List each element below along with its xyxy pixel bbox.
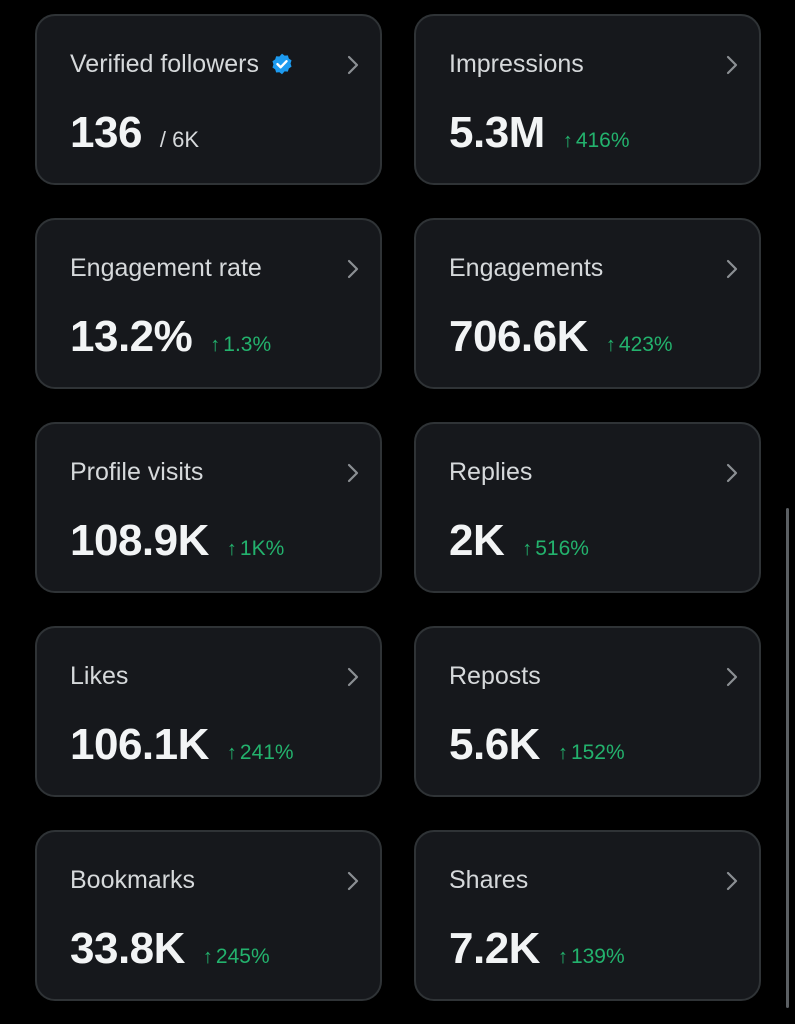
metric-change: ↑ 139% <box>558 945 625 969</box>
metric-value: 5.3M <box>449 108 545 157</box>
metric-card-reposts[interactable]: Reposts 5.6K ↑ 152% <box>414 626 761 797</box>
metric-value: 7.2K <box>449 924 540 973</box>
metric-card-shares[interactable]: Shares 7.2K ↑ 139% <box>414 830 761 1001</box>
metric-card-engagement-rate[interactable]: Engagement rate 13.2% ↑ 1.3% <box>35 218 382 389</box>
chevron-right-icon <box>726 55 738 75</box>
metric-change-value: 152% <box>570 741 625 764</box>
metric-change-value: 516% <box>535 537 589 560</box>
metric-change: ↑ 245% <box>203 945 270 969</box>
metric-card-replies[interactable]: Replies 2K ↑ 516% <box>414 422 761 593</box>
metric-label: Likes <box>70 662 129 690</box>
metric-change: ↑ 152% <box>558 741 625 765</box>
metric-value: 13.2% <box>70 312 193 361</box>
metric-change: ↑ 423% <box>606 333 673 357</box>
metric-title: Reposts <box>449 662 541 691</box>
metric-value: 2K <box>449 516 505 565</box>
chevron-right-icon <box>726 667 738 687</box>
metric-card-impressions[interactable]: Impressions 5.3M ↑ 416% <box>414 14 761 185</box>
metric-label: Engagement rate <box>70 254 262 282</box>
scrollbar-thumb[interactable] <box>786 508 789 1008</box>
chevron-right-icon <box>347 55 359 75</box>
metric-title: Verified followers <box>70 50 295 79</box>
metric-title: Impressions <box>449 50 584 79</box>
metric-change: ↑ 416% <box>563 129 630 153</box>
metric-value-row: 108.9K ↑ 1K% <box>70 516 284 566</box>
arrow-up-icon: ↑ <box>210 334 221 356</box>
metric-card-profile-visits[interactable]: Profile visits 108.9K ↑ 1K% <box>35 422 382 593</box>
metric-label: Verified followers <box>70 50 259 78</box>
metric-change-value: 1.3% <box>223 333 272 356</box>
metric-value-row: 136 / 6K <box>70 108 199 158</box>
verified-badge-icon <box>272 53 292 74</box>
arrow-up-icon: ↑ <box>522 538 533 560</box>
metric-value: 706.6K <box>449 312 588 361</box>
chevron-right-icon <box>726 259 738 279</box>
metrics-grid: Verified followers 136 / 6K Impressions … <box>35 14 761 1001</box>
arrow-up-icon: ↑ <box>557 946 568 968</box>
metric-change-value: 1K% <box>239 537 285 560</box>
metric-card-verified-followers[interactable]: Verified followers 136 / 6K <box>35 14 382 185</box>
metric-value: 136 <box>70 108 142 157</box>
metric-label: Profile visits <box>70 458 204 486</box>
metric-label: Impressions <box>449 50 584 78</box>
metric-label: Bookmarks <box>70 866 196 894</box>
metric-value: 106.1K <box>70 720 209 769</box>
metric-value: 33.8K <box>70 924 185 973</box>
metric-card-likes[interactable]: Likes 106.1K ↑ 241% <box>35 626 382 797</box>
metric-value: 5.6K <box>449 720 540 769</box>
metric-title: Bookmarks <box>70 866 195 895</box>
metric-change: ↑ 1K% <box>227 537 284 561</box>
chevron-right-icon <box>347 667 359 687</box>
metric-value-row: 33.8K ↑ 245% <box>70 924 270 974</box>
metric-change-value: 416% <box>575 129 630 152</box>
chevron-right-icon <box>726 463 738 483</box>
metric-title: Engagement rate <box>70 254 262 283</box>
metric-label: Replies <box>449 458 533 486</box>
metric-label: Shares <box>449 866 529 894</box>
metric-change: ↑ 241% <box>227 741 294 765</box>
arrow-up-icon: ↑ <box>557 742 568 764</box>
metric-change: ↑ 516% <box>522 537 589 561</box>
metric-value-row: 2K ↑ 516% <box>449 516 589 566</box>
metric-denominator: / 6K <box>159 127 200 152</box>
metric-card-bookmarks[interactable]: Bookmarks 33.8K ↑ 245% <box>35 830 382 1001</box>
chevron-right-icon <box>347 259 359 279</box>
chevron-right-icon <box>347 871 359 891</box>
metric-value-row: 13.2% ↑ 1.3% <box>70 312 271 362</box>
arrow-up-icon: ↑ <box>226 742 237 764</box>
arrow-up-icon: ↑ <box>562 130 573 152</box>
chevron-right-icon <box>726 871 738 891</box>
metric-change: ↑ 1.3% <box>210 333 271 357</box>
metric-card-engagements[interactable]: Engagements 706.6K ↑ 423% <box>414 218 761 389</box>
chevron-right-icon <box>347 463 359 483</box>
metric-change-value: 245% <box>215 945 270 968</box>
metric-value-row: 7.2K ↑ 139% <box>449 924 625 974</box>
metric-title: Engagements <box>449 254 603 283</box>
metric-value-row: 5.3M ↑ 416% <box>449 108 630 158</box>
metric-value-row: 5.6K ↑ 152% <box>449 720 625 770</box>
arrow-up-icon: ↑ <box>605 334 616 356</box>
metric-title: Shares <box>449 866 528 895</box>
metric-change-value: 423% <box>618 333 673 356</box>
metric-change-value: 139% <box>570 945 625 968</box>
metric-change-value: 241% <box>239 741 294 764</box>
metric-value-row: 106.1K ↑ 241% <box>70 720 294 770</box>
arrow-up-icon: ↑ <box>202 946 213 968</box>
metric-label: Engagements <box>449 254 604 282</box>
metric-title: Profile visits <box>70 458 203 487</box>
arrow-up-icon: ↑ <box>226 538 237 560</box>
metric-value: 108.9K <box>70 516 209 565</box>
metric-value-row: 706.6K ↑ 423% <box>449 312 673 362</box>
metric-label: Reposts <box>449 662 541 690</box>
metric-title: Replies <box>449 458 532 487</box>
metric-title: Likes <box>70 662 128 691</box>
